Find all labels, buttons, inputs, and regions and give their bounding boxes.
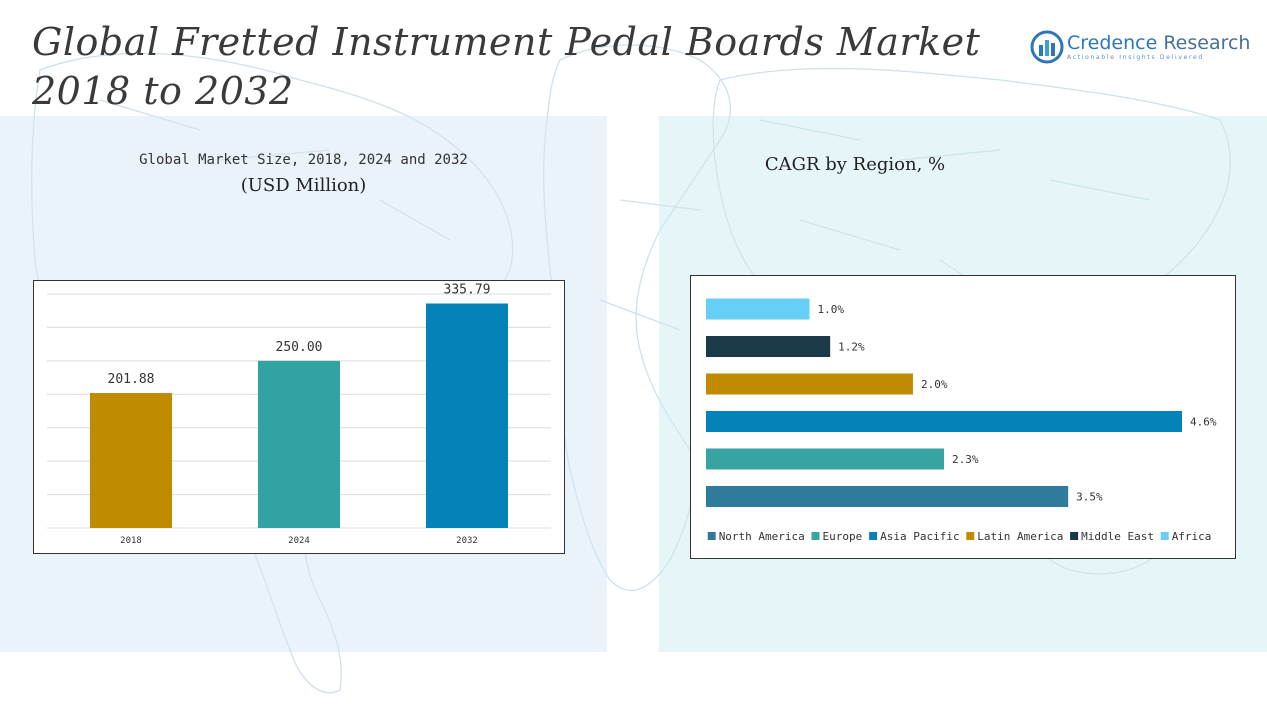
logo-name-part-1: Credence	[1067, 32, 1158, 54]
legend-swatch	[966, 532, 975, 540]
legend-item: Middle East	[1070, 530, 1154, 543]
title-line-2: 2018 to 2032	[32, 69, 294, 113]
legend-item: Asia Pacific	[869, 530, 960, 543]
x-tick-label: 2024	[288, 536, 310, 546]
bar-north-america	[706, 486, 1069, 507]
bar-value-label: 2.3%	[952, 453, 979, 466]
x-tick-label: 2018	[120, 536, 142, 546]
logo-name-part-2: Research	[1157, 32, 1251, 54]
legend-item: Europe	[811, 530, 863, 543]
title-line-1: Global Fretted Instrument Pedal Boards M…	[32, 20, 981, 64]
market-size-subtitle: Global Market Size, 2018, 2024 and 2032	[139, 152, 468, 168]
cagr-title: CAGR by Region, %	[764, 154, 946, 175]
credence-logo-icon	[1030, 30, 1064, 64]
legend-swatch	[1160, 532, 1169, 540]
market-size-bar-chart: 201.88 2018 250.00 2024 335.79 2032	[33, 280, 565, 554]
logo-name: Credence Research	[1067, 32, 1250, 54]
bar-value-label: 1.0%	[817, 303, 844, 316]
market-size-unit: (USD Million)	[240, 175, 367, 196]
logo-tagline: Actionable Insights Delivered	[1067, 54, 1204, 61]
bar-value-label: 250.00	[276, 340, 323, 355]
legend-label: North America	[719, 530, 805, 543]
legend-item: Latin America	[966, 530, 1063, 543]
page-title: Global Fretted Instrument Pedal Boards M…	[32, 18, 1022, 116]
bar-africa	[706, 298, 810, 320]
bar-value-label: 2.0%	[921, 378, 948, 391]
legend-label: Middle East	[1081, 530, 1154, 543]
bar-latin-america	[706, 373, 913, 395]
bar-value-label: 4.6%	[1190, 416, 1217, 429]
legend-swatch	[707, 532, 716, 540]
x-tick-label: 2032	[456, 536, 478, 546]
legend-label: Asia Pacific	[880, 530, 959, 543]
legend-label: Africa	[1172, 530, 1212, 543]
legend-label: Europe	[823, 530, 863, 543]
bar-value-label: 1.2%	[838, 341, 865, 354]
legend-item: North America	[707, 530, 805, 543]
legend-swatch	[869, 532, 878, 540]
legend-swatch	[811, 532, 820, 540]
cagr-bar-chart: 3.5% 2.3% 4.6% 2.0% 1.2% 1.0% North America Eu…	[690, 275, 1236, 559]
legend-label: Latin America	[977, 530, 1063, 543]
bar-middle-east	[706, 336, 831, 357]
legend-swatch	[1070, 532, 1079, 540]
bar-2024	[258, 360, 340, 528]
bar-asia-pacific	[706, 411, 1182, 432]
bar-value-label: 3.5%	[1076, 491, 1103, 504]
legend-item: Africa	[1160, 530, 1212, 543]
bar-value-label: 201.88	[108, 372, 155, 387]
bar-2018	[90, 393, 172, 528]
bar-europe	[706, 448, 944, 470]
bar-2032	[426, 303, 508, 528]
brand-logo: Credence Research Actionable Insights De…	[1030, 30, 1250, 66]
bar-value-label: 335.79	[444, 283, 491, 298]
